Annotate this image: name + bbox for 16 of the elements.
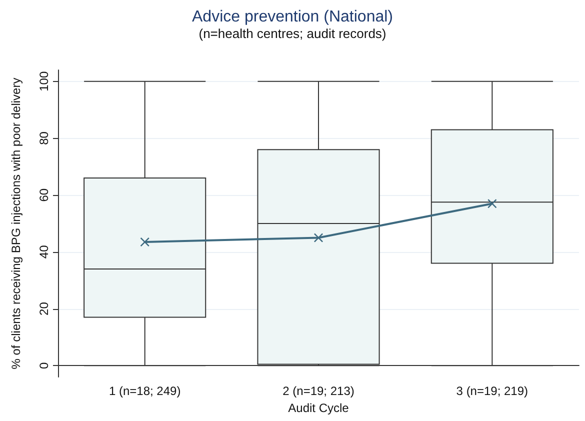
point [314, 233, 323, 242]
y-tick-label: 100 [37, 71, 51, 92]
point [488, 199, 497, 208]
x-tick-label: 3 (n=19; 219) [456, 384, 528, 398]
x-tick-label: 1 (n=18; 249) [108, 384, 181, 398]
x-axis-title: Audit Cycle [288, 400, 350, 415]
chart-subtitle: (n=health centres; audit records) [198, 26, 386, 41]
point [140, 237, 150, 246]
y-tick-label: 40 [37, 244, 51, 259]
y-tick-label: 60 [37, 188, 51, 202]
y-axis-title: % of clients receiving BPG injections with poor delivery [9, 78, 23, 370]
y-tick-label: 0 [37, 362, 51, 369]
y-tick-label: 80 [37, 131, 51, 145]
y-tick-label: 20 [37, 302, 51, 316]
chart-title: Advice prevention (National) [192, 8, 393, 26]
x-tick-label: 2 (n=19; 213) [282, 384, 354, 398]
